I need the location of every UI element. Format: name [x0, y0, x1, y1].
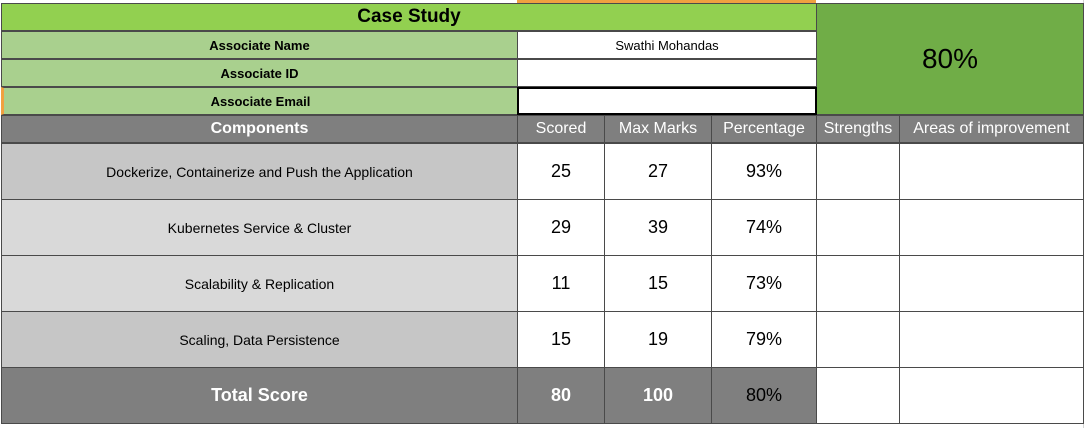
strengths-cell[interactable] [816, 143, 900, 200]
areas-cell[interactable] [899, 199, 1084, 256]
total-max-marks[interactable]: 100 [604, 367, 712, 424]
component-cell[interactable]: Dockerize, Containerize and Push the App… [1, 143, 518, 200]
percentage-cell[interactable]: 79% [711, 311, 817, 368]
scored-cell[interactable]: 25 [517, 143, 605, 200]
max-marks-cell[interactable]: 19 [604, 311, 712, 368]
total-scored[interactable]: 80 [517, 367, 605, 424]
associate-name-value[interactable]: Swathi Mohandas [517, 31, 817, 59]
areas-cell[interactable] [899, 311, 1084, 368]
scored-cell[interactable]: 11 [517, 255, 605, 312]
total-areas-cell[interactable] [899, 367, 1084, 424]
component-cell[interactable]: Scaling, Data Persistence [1, 311, 518, 368]
strengths-cell[interactable] [816, 199, 900, 256]
areas-cell[interactable] [899, 143, 1084, 200]
max-marks-cell[interactable]: 15 [604, 255, 712, 312]
header-strengths[interactable]: Strengths [816, 115, 900, 143]
header-components[interactable]: Components [1, 115, 518, 143]
header-max-marks[interactable]: Max Marks [604, 115, 712, 143]
total-strengths-cell[interactable] [816, 367, 900, 424]
associate-email-label[interactable]: Associate Email [1, 87, 518, 115]
strengths-cell[interactable] [816, 311, 900, 368]
total-percentage[interactable]: 80% [711, 367, 817, 424]
total-score-label[interactable]: Total Score [1, 367, 518, 424]
scored-cell[interactable]: 15 [517, 311, 605, 368]
header-scored[interactable]: Scored [517, 115, 605, 143]
percentage-cell[interactable]: 74% [711, 199, 817, 256]
associate-id-value[interactable] [517, 59, 817, 87]
scored-cell[interactable]: 29 [517, 199, 605, 256]
component-cell[interactable]: Scalability & Replication [1, 255, 518, 312]
areas-cell[interactable] [899, 255, 1084, 312]
header-percentage[interactable]: Percentage [711, 115, 817, 143]
header-areas-of-improvement[interactable]: Areas of improvement [899, 115, 1084, 143]
max-marks-cell[interactable]: 27 [604, 143, 712, 200]
column-header-strip [517, 0, 816, 3]
associate-email-value[interactable] [517, 87, 817, 115]
max-marks-cell[interactable]: 39 [604, 199, 712, 256]
strengths-cell[interactable] [816, 255, 900, 312]
percentage-cell[interactable]: 93% [711, 143, 817, 200]
overall-percentage[interactable]: 80% [816, 3, 1084, 115]
associate-id-label[interactable]: Associate ID [1, 59, 518, 87]
component-cell[interactable]: Kubernetes Service & Cluster [1, 199, 518, 256]
associate-name-label[interactable]: Associate Name [1, 31, 518, 59]
percentage-cell[interactable]: 73% [711, 255, 817, 312]
sheet-title[interactable]: Case Study [1, 3, 817, 31]
